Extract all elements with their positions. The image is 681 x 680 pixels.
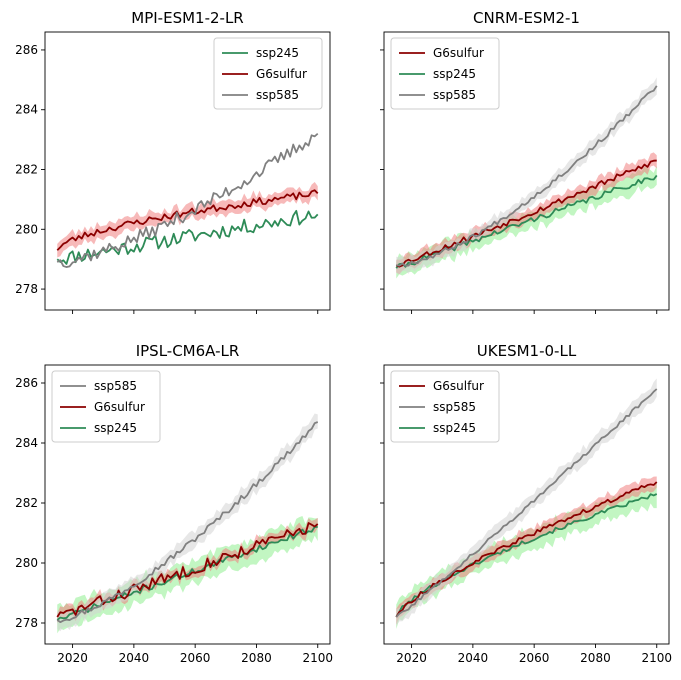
panel-3: 2020 2040 2060 2080 2100 278 280 282 284 286 IPSL-… xyxy=(15,342,333,665)
legend-box xyxy=(390,37,500,110)
legend-label-ssp585: ssp585 xyxy=(433,88,476,102)
legend-label-G6sulfur: G6sulfur xyxy=(433,46,484,60)
y-tick-label: 284 xyxy=(15,436,38,450)
x-tick-label: 2040 xyxy=(119,651,150,665)
chart-title: UKESM1-0-LL xyxy=(477,342,577,360)
x-tick-label: 2040 xyxy=(458,651,489,665)
x-tick-label: 2080 xyxy=(241,651,272,665)
panel-4: 2020 2040 2060 2080 2100 UKESM1-0-LL G6sulfur s… xyxy=(380,342,672,665)
legend: G6sulfur ssp585 ssp245 xyxy=(390,370,500,443)
series-line-G6sulfur xyxy=(56,189,319,251)
legend-label-G6sulfur: G6sulfur xyxy=(433,379,484,393)
plot-area xyxy=(395,378,658,629)
legend-label-ssp585: ssp585 xyxy=(94,379,137,393)
y-tick-label: 284 xyxy=(15,103,38,117)
chart-title: MPI-ESM1-2-LR xyxy=(131,9,243,27)
series-line-G6sulfur xyxy=(56,522,319,618)
y-tick-label: 280 xyxy=(15,222,38,236)
y-tick-label: 280 xyxy=(15,556,38,570)
band-G6sulfur xyxy=(57,181,318,258)
legend-label-G6sulfur: G6sulfur xyxy=(94,400,145,414)
series-line-ssp585 xyxy=(56,132,319,268)
series-line-G6sulfur xyxy=(395,159,657,268)
legend-label-ssp245: ssp245 xyxy=(256,46,299,60)
y-tick-label: 282 xyxy=(15,163,38,177)
series-line-ssp585 xyxy=(56,421,319,624)
axes-frame xyxy=(44,364,331,645)
chart-title: CNRM-ESM2-1 xyxy=(473,9,580,27)
plot-area xyxy=(56,132,319,268)
x-tick-label: 2060 xyxy=(180,651,211,665)
series-line-ssp585 xyxy=(396,85,658,267)
legend-box xyxy=(390,370,500,443)
y-tick-label: 282 xyxy=(15,496,38,510)
x-tick-label: 2100 xyxy=(641,651,672,665)
band-G6sulfur xyxy=(396,476,657,625)
series-line-ssp585 xyxy=(395,388,658,618)
legend-label-ssp245: ssp245 xyxy=(433,421,476,435)
y-tick-label: 278 xyxy=(15,282,38,296)
legend-box xyxy=(213,37,323,110)
x-tick-label: 2060 xyxy=(519,651,550,665)
plot-area xyxy=(395,77,658,279)
legend-box xyxy=(51,370,161,443)
axes-frame xyxy=(44,31,331,311)
panel-2: CNRM-ESM2-1 G6sulfur ssp245 ssp585 xyxy=(380,9,670,314)
plot-area xyxy=(56,413,319,634)
panel-1: 278 280 282 284 286 MPI-ESM1-2-LR ssp245 G6sulf… xyxy=(15,9,331,314)
axes-frame xyxy=(383,364,670,645)
axes-frame xyxy=(383,31,670,311)
legend-label-G6sulfur: G6sulfur xyxy=(256,67,307,81)
x-tick-label: 2020 xyxy=(57,651,88,665)
y-tick-label: 286 xyxy=(15,376,38,390)
x-tick-label: 2020 xyxy=(396,651,427,665)
x-tick-label: 2080 xyxy=(580,651,611,665)
band-ssp245 xyxy=(396,482,657,629)
legend: ssp245 G6sulfur ssp585 xyxy=(213,37,323,110)
legend-label-ssp245: ssp245 xyxy=(94,421,137,435)
x-tick-label: 2100 xyxy=(302,651,333,665)
chart-title: IPSL-CM6A-LR xyxy=(136,342,240,360)
legend-label-ssp585: ssp585 xyxy=(433,400,476,414)
y-tick-label: 286 xyxy=(15,43,38,57)
legend-label-ssp245: ssp245 xyxy=(433,67,476,81)
legend-label-ssp585: ssp585 xyxy=(256,88,299,102)
y-tick-label: 278 xyxy=(15,616,38,630)
legend: ssp585 G6sulfur ssp245 xyxy=(51,370,161,443)
legend: G6sulfur ssp245 ssp585 xyxy=(390,37,500,110)
series-line-G6sulfur xyxy=(395,481,658,618)
